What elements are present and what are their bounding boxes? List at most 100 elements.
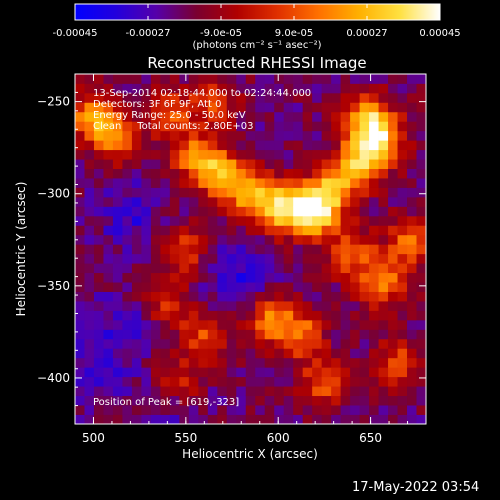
image-pixel (397, 329, 408, 340)
image-pixel (274, 329, 285, 340)
image-pixel (179, 367, 190, 378)
image-pixel (359, 187, 370, 198)
image-pixel (198, 386, 209, 397)
image-pixel (207, 357, 218, 368)
image-pixel (226, 196, 237, 207)
image-pixel (236, 319, 247, 330)
image-pixel (264, 338, 275, 349)
image-pixel (188, 319, 199, 330)
image-pixel (75, 149, 85, 160)
image-pixel (331, 140, 342, 151)
image-pixel (141, 130, 152, 141)
image-pixel (388, 196, 398, 207)
image-pixel (378, 291, 389, 302)
image-pixel (188, 215, 199, 226)
image-pixel (369, 187, 379, 198)
image-pixel (84, 310, 95, 321)
image-pixel (321, 282, 332, 292)
image-pixel (245, 357, 256, 368)
image-pixel (217, 282, 228, 292)
image-pixel (198, 310, 209, 321)
image-pixel (84, 376, 95, 387)
image-pixel (302, 102, 313, 113)
image-pixel (312, 196, 323, 207)
image-pixel (207, 301, 218, 311)
image-pixel (407, 272, 417, 283)
image-pixel (141, 83, 152, 94)
image-pixel (407, 149, 417, 160)
image-pixel (179, 291, 190, 302)
image-pixel (122, 149, 133, 160)
y-tick-label: −300 (37, 187, 70, 201)
image-pixel (131, 301, 142, 311)
image-pixel (236, 187, 247, 198)
image-pixel (264, 319, 275, 330)
image-pixel (122, 215, 133, 226)
image-pixel (340, 272, 351, 283)
image-pixel (397, 168, 408, 179)
image-pixel (160, 178, 171, 188)
image-pixel (198, 92, 209, 103)
image-pixel (150, 168, 161, 179)
image-pixel (103, 329, 114, 340)
image-pixel (283, 206, 294, 217)
image-pixel (141, 272, 152, 283)
image-pixel (350, 225, 360, 236)
image-pixel (407, 234, 417, 245)
image-pixel (388, 234, 398, 245)
image-pixel (264, 215, 275, 226)
image-pixel (179, 140, 190, 151)
image-pixel (283, 149, 294, 160)
image-pixel (350, 405, 360, 415)
image-pixel (150, 140, 161, 151)
image-pixel (169, 263, 180, 274)
image-pixel (150, 357, 161, 368)
image-pixel (236, 395, 247, 406)
image-pixel (188, 159, 199, 169)
image-pixel (150, 187, 161, 198)
image-pixel (179, 196, 190, 207)
image-pixel (84, 301, 95, 311)
image-pixel (274, 253, 285, 264)
image-pixel (274, 187, 285, 198)
image-pixel (75, 196, 85, 207)
y-tick-label: −250 (37, 95, 70, 109)
image-pixel (312, 83, 323, 94)
image-pixel (369, 130, 379, 141)
image-pixel (112, 310, 123, 321)
image-pixel (369, 348, 379, 359)
image-pixel (331, 367, 342, 378)
image-pixel (388, 130, 398, 141)
image-pixel (416, 215, 427, 226)
x-tick-label: 550 (174, 431, 197, 445)
colorbar-tick-label: 9.0e-05 (275, 28, 313, 39)
image-pixel (331, 215, 342, 226)
image-pixel (245, 187, 256, 198)
image-pixels (75, 74, 427, 425)
image-pixel (331, 263, 342, 274)
image-pixel (302, 386, 313, 397)
image-pixel (131, 376, 142, 387)
image-pixel (397, 253, 408, 264)
image-pixel (236, 310, 247, 321)
image-pixel (188, 310, 199, 321)
image-pixel (169, 367, 180, 378)
image-pixel (321, 121, 332, 132)
image-pixel (397, 234, 408, 245)
image-pixel (331, 291, 342, 302)
image-pixel (75, 140, 85, 151)
image-pixel (217, 376, 228, 387)
image-pixel (179, 215, 190, 226)
image-pixel (378, 187, 389, 198)
image-pixel (188, 111, 199, 122)
image-pixel (283, 111, 294, 122)
image-pixel (302, 291, 313, 302)
image-pixel (188, 178, 199, 188)
image-pixel (350, 376, 360, 387)
image-pixel (293, 102, 304, 113)
image-pixel (274, 357, 285, 368)
image-pixel (179, 92, 190, 103)
image-pixel (359, 102, 370, 113)
image-pixel (283, 395, 294, 406)
image-pixel (112, 357, 123, 368)
